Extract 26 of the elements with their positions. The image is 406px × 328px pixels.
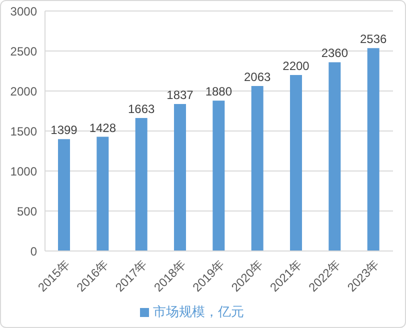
data-label: 1837 bbox=[166, 88, 194, 102]
bar bbox=[251, 86, 264, 251]
y-tick-label: 1500 bbox=[10, 124, 38, 138]
y-tick-label: 2500 bbox=[10, 44, 38, 58]
bar bbox=[290, 75, 302, 251]
data-label: 1663 bbox=[128, 102, 156, 116]
data-label: 1428 bbox=[89, 120, 116, 135]
y-tick-label: 0 bbox=[30, 244, 38, 258]
y-tick-label: 2000 bbox=[10, 84, 38, 98]
data-label: 2360 bbox=[321, 46, 348, 60]
data-label: 1399 bbox=[50, 123, 78, 138]
bar bbox=[135, 118, 148, 251]
data-label: 1880 bbox=[205, 84, 232, 99]
bar bbox=[58, 139, 70, 251]
bar bbox=[174, 104, 186, 251]
bar bbox=[328, 62, 341, 251]
y-tick-label: 3000 bbox=[10, 4, 38, 18]
legend-label: 市场规模，亿元 bbox=[153, 304, 244, 319]
y-tick-label: 500 bbox=[16, 204, 38, 218]
bar bbox=[96, 136, 109, 251]
data-label: 2063 bbox=[244, 70, 272, 84]
data-label: 2200 bbox=[282, 59, 310, 73]
data-label: 2536 bbox=[360, 32, 388, 46]
bar bbox=[367, 48, 380, 251]
bar bbox=[212, 100, 225, 251]
y-tick-label: 1000 bbox=[10, 164, 38, 178]
